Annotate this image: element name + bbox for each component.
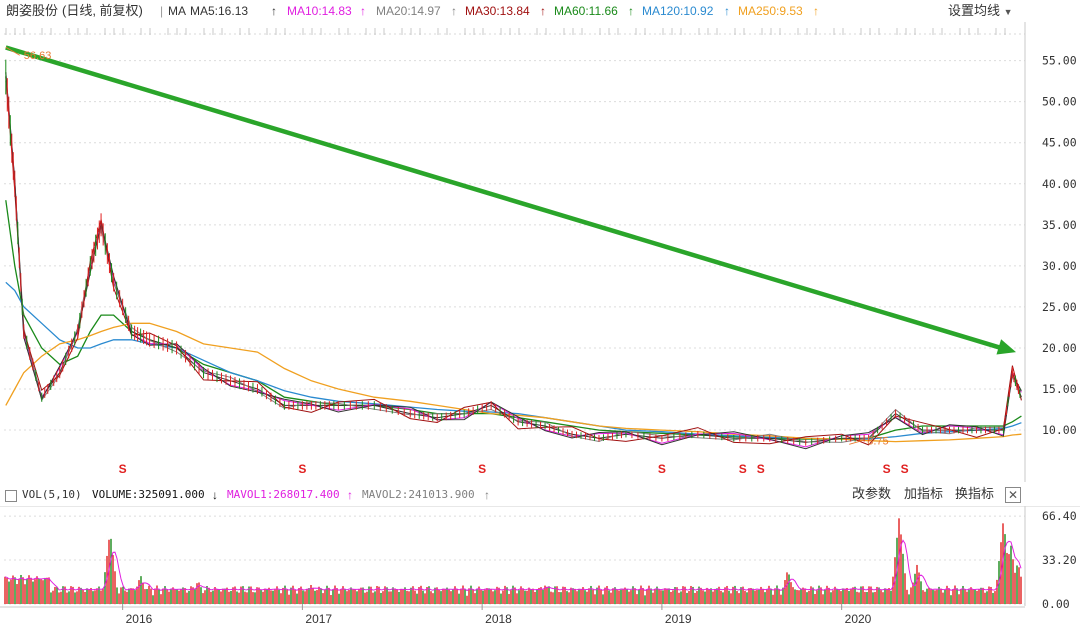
y-tick-label-5: 30.00 — [1042, 259, 1077, 273]
volume-y-axis: 66.40 33.20 0.00 — [1042, 509, 1077, 611]
ma5-line — [5, 72, 1022, 450]
volume-chart[interactable]: 66.40 33.20 0.00 2016 2017 2018 2019 2020 — [0, 506, 1080, 628]
close-indicator-icon[interactable]: ✕ — [1005, 487, 1021, 503]
y-tick-label-0: 55.00 — [1042, 54, 1077, 68]
legend-separator: | — [160, 4, 164, 18]
ma10-value: MA10:14.83 — [287, 4, 352, 18]
y-tick-label-7: 20.00 — [1042, 341, 1077, 355]
y-tick-label-3: 40.00 — [1042, 177, 1077, 191]
ma5-value: MA5:16.13 — [190, 4, 249, 18]
price-grid — [4, 22, 1026, 482]
ma5-line — [5, 76, 1022, 443]
high-leader — [5, 46, 21, 56]
signal-marker-5: S — [757, 462, 765, 476]
ma-legend-row: 朗姿股份 (日线, 前复权) | MA MA5:16.13 ↑ MA10:14.… — [0, 0, 1080, 22]
signal-marker-1: S — [298, 462, 306, 476]
ma30-value: MA30:13.84 — [465, 4, 530, 18]
ma60-value: MA60:11.66 — [554, 4, 618, 18]
x-tick-label-3: 2019 — [665, 612, 692, 626]
price-y-axis: 55.00 50.00 45.00 40.00 35.00 30.00 25.00 20.00… — [1042, 54, 1077, 437]
vol-label: VOL(5,10) — [22, 488, 82, 501]
vol-legend-row: VOL(5,10) VOLUME:325091.000 ↓ MAVOL1:268… — [0, 484, 1080, 506]
signal-marker-7: S — [901, 462, 909, 476]
signal-marker-2: S — [478, 462, 486, 476]
dropdown-arrow-icon: ▼ — [1003, 7, 1013, 17]
ma250-value: MA250:9.53 — [738, 4, 803, 18]
trend-arrow-head — [996, 339, 1017, 355]
signal-marker-3: S — [658, 462, 666, 476]
signal-marker-4: S — [739, 462, 747, 476]
signal-marker-6: S — [883, 462, 891, 476]
period-label: (日线, 前复权) — [62, 3, 143, 18]
x-tick-label-2: 2018 — [485, 612, 512, 626]
vol-y-tick-label-0: 66.40 — [1042, 509, 1077, 523]
volume-arrow-icon: ↓ — [212, 488, 218, 502]
volume-value: VOLUME:325091.000 — [92, 488, 205, 501]
ma-label: MA — [168, 4, 186, 18]
x-tick-label-4: 2020 — [845, 612, 872, 626]
ma30-arrow-icon: ↑ — [540, 4, 546, 18]
ma120-value: MA120:10.92 — [642, 4, 714, 18]
mavol2-value: MAVOL2:241013.900 — [362, 488, 475, 501]
switch-indicator-button[interactable]: 换指标 — [955, 486, 995, 501]
low-leader — [849, 439, 864, 445]
ma120-line — [5, 281, 1022, 440]
ma20-value: MA20:14.97 — [376, 4, 441, 18]
trend-arrow — [5, 45, 1017, 355]
volume-bars — [4, 518, 1022, 604]
ma60-arrow-icon: ↑ — [628, 4, 634, 18]
x-tick-label-1: 2017 — [305, 612, 332, 626]
price-lines — [5, 59, 1022, 450]
moving-average-lines — [5, 200, 1022, 443]
mavol1-arrow-icon: ↑ — [347, 488, 353, 502]
ma250-arrow-icon: ↑ — [813, 4, 819, 18]
event-tick-strip — [5, 28, 1006, 35]
mavol2-arrow-icon: ↑ — [484, 488, 490, 502]
ma120-arrow-icon: ↑ — [724, 4, 730, 18]
price-annotations: 56.63 8.75 — [5, 46, 889, 447]
low-price-label: 8.75 — [867, 435, 888, 447]
stock-name: 朗姿股份 — [6, 3, 59, 18]
mavol1-value: MAVOL1:268017.400 — [227, 488, 340, 501]
ma10-arrow-icon: ↑ — [360, 4, 366, 18]
vol-legend-box-icon — [5, 490, 17, 502]
y-tick-label-2: 45.00 — [1042, 136, 1077, 150]
vol-y-tick-label-1: 33.20 — [1042, 553, 1077, 567]
x-tick-label-0: 2016 — [126, 612, 153, 626]
trend-arrow-shaft — [5, 45, 1009, 353]
high-price-label: 56.63 — [24, 50, 52, 62]
ma60-line — [5, 200, 1022, 440]
ma-settings-button[interactable]: 设置均线 ▼ — [948, 1, 1013, 22]
ma5-arrow-icon: ↑ — [271, 4, 277, 18]
time-x-axis: 2016 2017 2018 2019 2020 — [0, 604, 1025, 626]
volume-grid — [0, 506, 1080, 606]
ma250-line — [5, 322, 1022, 443]
mavol1-line — [4, 539, 1022, 592]
ma20-arrow-icon: ↑ — [451, 4, 457, 18]
modify-params-button[interactable]: 改参数 — [852, 486, 892, 501]
ma-settings-label: 设置均线 — [948, 3, 1001, 18]
y-tick-label-4: 35.00 — [1042, 218, 1077, 232]
y-tick-label-1: 50.00 — [1042, 95, 1077, 109]
volume-ma-lines — [4, 539, 1022, 592]
ma20-line — [5, 80, 1022, 443]
vol-y-tick-label-2: 0.00 — [1042, 597, 1070, 611]
y-tick-label-9: 10.00 — [1042, 423, 1077, 437]
y-tick-label-8: 15.00 — [1042, 382, 1077, 396]
ma10-line — [5, 72, 1022, 448]
signal-marker-0: S — [119, 462, 127, 476]
y-tick-label-6: 25.00 — [1042, 300, 1077, 314]
ma30-line — [5, 75, 1022, 446]
add-indicator-button[interactable]: 加指标 — [904, 486, 944, 501]
